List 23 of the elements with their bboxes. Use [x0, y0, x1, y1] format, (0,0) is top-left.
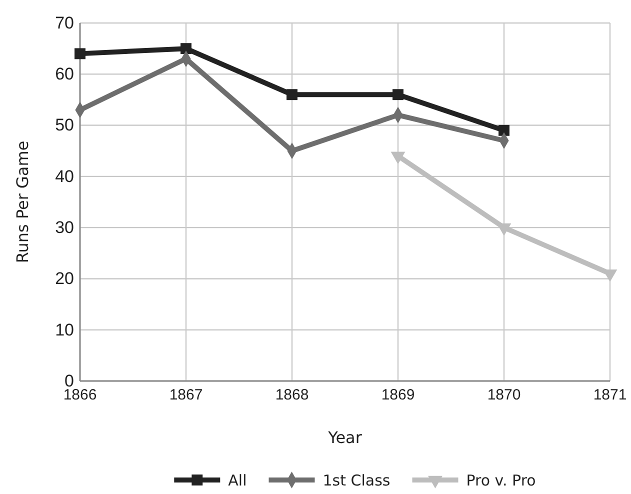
y-tick-label: 60	[55, 64, 74, 84]
y-tick-label: 70	[55, 13, 74, 32]
legend-label: 1st Class	[322, 471, 390, 490]
point	[498, 124, 510, 136]
y-tick-label: 50	[55, 116, 74, 135]
y-tick-label: 20	[55, 269, 74, 288]
legend-label: Pro v. Pro	[466, 471, 536, 490]
y-axis-title: Runs Per Game	[13, 140, 32, 264]
x-axis-title: Year	[327, 428, 362, 447]
point	[74, 48, 86, 60]
x-tick-label: 1870	[487, 386, 521, 404]
x-tick-label: 1868	[275, 386, 309, 404]
point	[390, 152, 406, 164]
legend-label: All	[228, 471, 247, 490]
x-tick-label: 1871	[593, 386, 627, 404]
point	[392, 89, 404, 100]
y-tick-label: 40	[55, 166, 74, 186]
x-tick-label: 1869	[381, 386, 415, 404]
y-tick-label: 10	[55, 320, 74, 340]
point	[286, 89, 298, 100]
point	[180, 43, 192, 54]
x-tick-label: 1867	[169, 386, 203, 404]
y-tick-label: 30	[55, 218, 74, 238]
